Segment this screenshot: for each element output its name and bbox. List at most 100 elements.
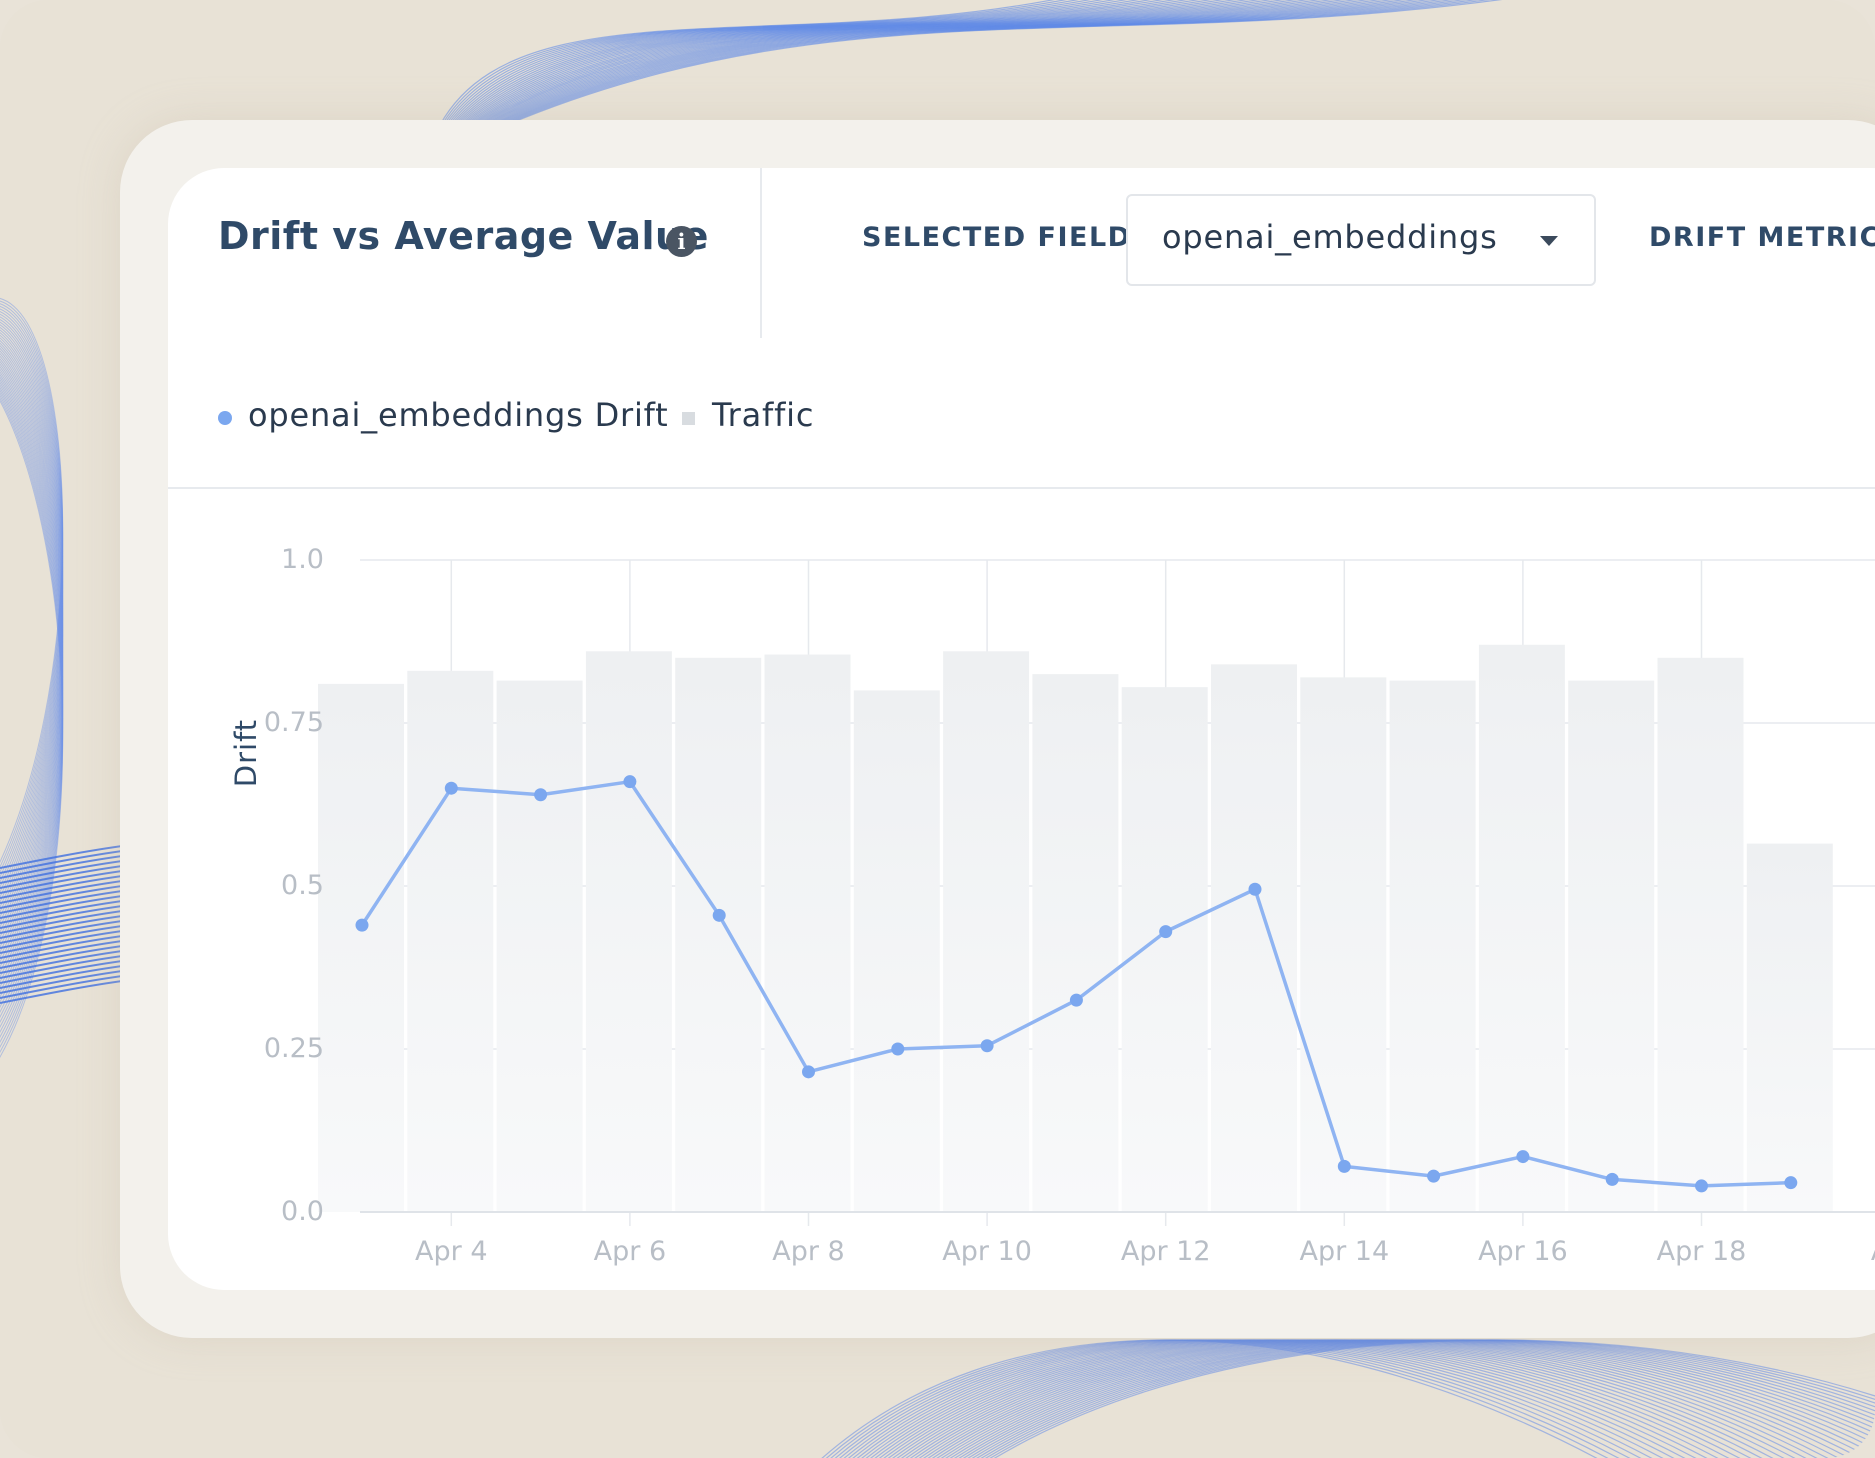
wave-line bbox=[0, 353, 64, 968]
wave-line bbox=[0, 318, 64, 903]
wave-line bbox=[0, 397, 64, 1053]
wave-line bbox=[0, 854, 131, 880]
traffic-bar bbox=[407, 670, 494, 1212]
wave-line bbox=[0, 884, 131, 910]
drift-chart: 0.0 0.25 0.5 0.75 1.0 Apr 4 Apr 6 Apr 8 Apr 10 Ap… bbox=[264, 544, 1875, 1267]
wave-line bbox=[0, 924, 131, 950]
drift-point bbox=[1784, 1176, 1798, 1190]
wave-line bbox=[0, 347, 64, 958]
wave-line bbox=[0, 342, 64, 948]
chart-title: Drift vs Average Value bbox=[218, 214, 709, 258]
y-axis-label: Drift bbox=[229, 718, 263, 788]
traffic-bar bbox=[585, 651, 672, 1212]
wave-line bbox=[0, 904, 131, 930]
wave-line bbox=[0, 358, 64, 978]
x-tick-label: Apr 16 bbox=[1478, 1236, 1568, 1267]
drift-point bbox=[1337, 1159, 1351, 1173]
y-tick-label: 0.75 bbox=[264, 707, 324, 738]
wave-line bbox=[0, 303, 64, 873]
selected-field-value: openai_embeddings bbox=[1162, 218, 1498, 256]
wave-line bbox=[0, 919, 131, 945]
drift-point bbox=[712, 908, 726, 922]
wave-line bbox=[0, 949, 131, 975]
wave-line bbox=[0, 959, 131, 985]
wave-line bbox=[0, 316, 64, 898]
selected-field-label: SELECTED FIELD bbox=[862, 222, 1132, 253]
traffic-bar bbox=[1657, 657, 1744, 1212]
wave-line bbox=[0, 869, 131, 895]
x-tick-label: Apr 18 bbox=[1657, 1236, 1747, 1267]
traffic-bar bbox=[1746, 843, 1833, 1212]
traffic-bar bbox=[1121, 687, 1208, 1212]
wave-line bbox=[0, 899, 131, 925]
y-tick-label: 1.0 bbox=[281, 544, 324, 575]
wave-line bbox=[0, 914, 131, 940]
wave-line bbox=[0, 360, 64, 983]
traffic-bar bbox=[1300, 677, 1387, 1212]
wave-line bbox=[0, 909, 131, 935]
y-tick-label: 0.25 bbox=[264, 1033, 324, 1064]
wave-line bbox=[0, 864, 131, 890]
drift-point bbox=[802, 1065, 815, 1079]
drift-point bbox=[1695, 1179, 1708, 1193]
wave-line bbox=[0, 889, 131, 915]
wave-line bbox=[0, 305, 64, 878]
wave-line bbox=[0, 313, 64, 893]
x-tick-label: Apr 10 bbox=[942, 1236, 1032, 1267]
wave-line bbox=[0, 394, 64, 1048]
wave-line bbox=[0, 308, 64, 883]
drift-point bbox=[444, 781, 458, 795]
traffic-bar bbox=[1211, 664, 1297, 1212]
traffic-bar bbox=[853, 690, 940, 1212]
drift-point bbox=[1605, 1172, 1619, 1186]
wave-line bbox=[0, 954, 131, 980]
wave-line bbox=[0, 300, 64, 868]
wave-line bbox=[0, 859, 131, 885]
traffic-bar bbox=[943, 651, 1030, 1212]
wave-line bbox=[0, 979, 131, 1005]
traffic-bar bbox=[675, 657, 762, 1212]
chevron-down-icon bbox=[1540, 236, 1558, 246]
info-icon[interactable]: i bbox=[666, 226, 697, 257]
wave-line bbox=[0, 386, 64, 1033]
drift-point bbox=[1248, 882, 1262, 896]
wave-line bbox=[0, 879, 131, 905]
legend-drift-label[interactable]: openai_embeddings Drift bbox=[248, 396, 669, 434]
x-tick-label: A bbox=[1871, 1236, 1875, 1267]
wave-line bbox=[0, 974, 131, 1000]
wave-line bbox=[0, 311, 64, 888]
traffic-bar bbox=[318, 683, 404, 1212]
header-divider bbox=[760, 168, 762, 338]
legend-drift-marker bbox=[218, 411, 232, 425]
wave-line bbox=[506, 0, 1503, 126]
legend-traffic-label[interactable]: Traffic bbox=[712, 396, 815, 434]
chart-card: Drift vs Average Value i SELECTED FIELD … bbox=[168, 168, 1875, 1290]
traffic-bar bbox=[496, 680, 583, 1212]
drift-point bbox=[355, 918, 369, 932]
drift-point bbox=[980, 1039, 994, 1053]
legend-traffic-marker bbox=[682, 412, 695, 425]
wave-line bbox=[0, 337, 64, 938]
wave-line bbox=[0, 321, 64, 908]
wave-line bbox=[0, 345, 64, 953]
drift-point bbox=[1427, 1169, 1441, 1183]
drift-point bbox=[623, 775, 637, 789]
drift-point bbox=[1159, 925, 1173, 939]
wave-line bbox=[0, 332, 64, 928]
drift-point bbox=[1516, 1150, 1530, 1164]
traffic-bar bbox=[1389, 680, 1476, 1212]
wave-line bbox=[0, 894, 131, 920]
wave-line bbox=[0, 339, 64, 943]
x-tick-label: Apr 8 bbox=[772, 1236, 844, 1267]
drift-point bbox=[534, 788, 548, 802]
wave-line bbox=[0, 939, 131, 965]
wave-line bbox=[0, 934, 131, 960]
drift-point bbox=[1069, 993, 1083, 1007]
selected-field-dropdown[interactable]: openai_embeddings bbox=[1126, 194, 1596, 286]
legend-divider bbox=[168, 487, 1875, 489]
traffic-bar bbox=[1478, 644, 1565, 1212]
x-tick-label: Apr 12 bbox=[1121, 1236, 1211, 1267]
x-tick-label: Apr 14 bbox=[1299, 1236, 1389, 1267]
